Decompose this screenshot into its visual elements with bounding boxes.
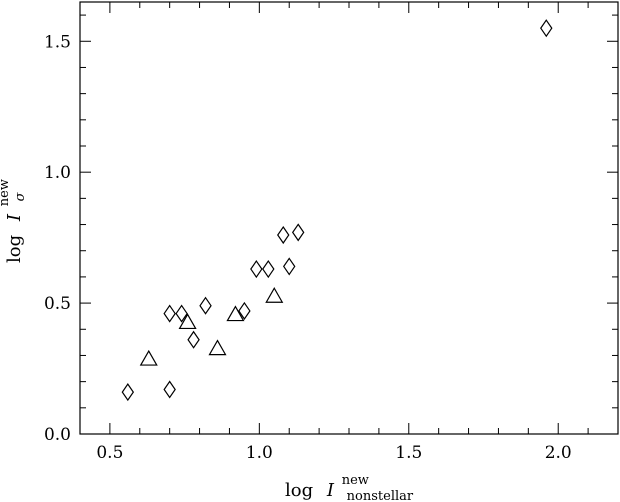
diamond-marker: [187, 330, 200, 349]
x-axis-label: log I new nonstellar: [285, 468, 414, 502]
triangle-marker: [139, 349, 158, 366]
diamond-marker: [199, 296, 212, 315]
diamond-marker: [291, 223, 305, 242]
diamond-marker: [250, 259, 263, 279]
triangle-marker: [226, 305, 245, 322]
x-tick-label: 1.5: [395, 443, 422, 463]
diamond-marker: [277, 225, 290, 245]
y-tick-label: 0.5: [44, 294, 71, 314]
diamond-marker: [262, 259, 275, 279]
x-tick-label: 1.0: [246, 443, 273, 463]
y-axis-label: log I new σ: [0, 173, 28, 263]
y-tick-label: 1.5: [44, 32, 71, 52]
diamond-marker: [282, 257, 296, 276]
y-tick-label: 0.0: [44, 425, 71, 445]
y-tick-label: 1.0: [44, 163, 71, 183]
x-tick-label: 0.5: [96, 443, 123, 463]
axis-ticks: [79, 2, 619, 435]
plot-frame: [79, 1, 619, 435]
triangle-marker: [178, 313, 197, 330]
tick-labels: 0.5 1.0 1.5 2.0 0.0 0.5 1.0 1.5: [44, 32, 572, 463]
triangle-marker: [265, 287, 284, 303]
diamond-marker: [175, 304, 188, 323]
diamond-marker: [121, 383, 135, 402]
x-tick-label: 2.0: [545, 443, 572, 463]
diamond-marker: [540, 19, 553, 38]
diamond-marker: [163, 304, 176, 323]
diamond-marker: [238, 301, 251, 321]
data-markers: [121, 19, 553, 402]
diamond-marker: [163, 380, 176, 399]
triangle-marker: [208, 339, 227, 356]
